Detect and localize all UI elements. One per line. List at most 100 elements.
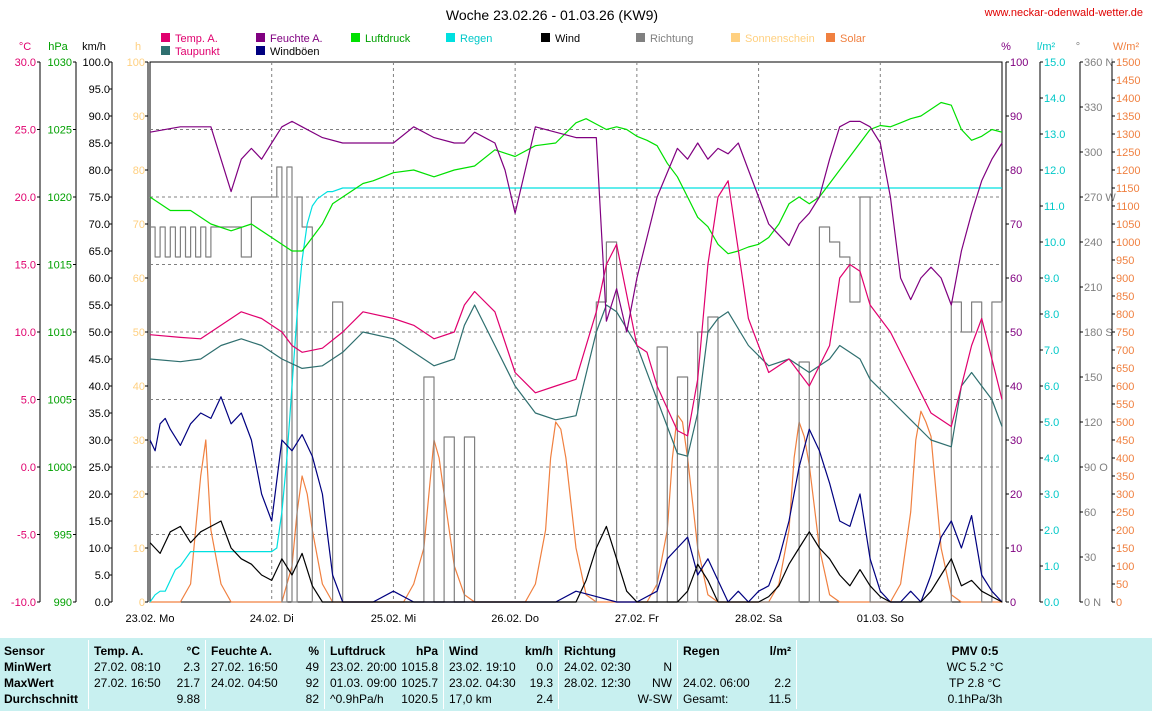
feuchte-max-time: 24.02. 04:50 [211,676,278,690]
legend-label-sonnenschein: Sonnenschein [745,33,815,45]
wind-max-value: 19.3 [529,676,553,690]
legend-swatch-richtung [636,33,645,42]
axis-tick-label-feuchte: 100 [1010,57,1028,69]
stats-header-feuchte: Feuchte A. [211,644,272,658]
luftdruck-min-value: 1015.8 [401,660,438,674]
axis-tick-label-solar: 500 [1116,417,1134,429]
stats-row-max-label: MaxWert [4,676,54,690]
stats-col-temp: Temp. A. °C 27.02. 08:10 2.3 27.02. 16:50 2… [90,638,204,711]
axis-tick-label-luftdruck: 1030 [48,57,72,69]
axis-tick-label-solar: 100 [1116,561,1134,573]
axis-tick-label-wind: 80.0 [89,165,110,177]
feuchte-min-time: 27.02. 16:50 [211,660,278,674]
stats-header-temp: Temp. A. [94,644,144,658]
axis-tick-label-solar: 1500 [1116,57,1140,69]
pmv-line2: TP 2.8 °C [949,676,1001,690]
axis-tick-label-solar: 600 [1116,381,1134,393]
weather-chart: Woche 23.02.26 - 01.03.26 (KW9) www.neck… [11,7,1143,625]
legend-label-taupunkt: Taupunkt [175,46,220,58]
axis-tick-label-regen: 2.0 [1044,525,1059,537]
axis-tick-label-solar: 550 [1116,399,1134,411]
feuchte-max-value: 92 [305,676,319,690]
stats-col-feuchte: Feuchte A.% 27.02. 16:50 49 24.02. 04:50 9… [207,638,323,711]
axis-tick-label-solar: 1250 [1116,147,1140,159]
legend-swatch-luftdruck [351,33,360,42]
feuchte-min-value: 49 [305,660,319,674]
luftdruck-trend: ^0.9hPa/h [330,692,384,706]
axis-tick-label-sonne: 60 [133,273,145,285]
stats-header-temp-unit: °C [186,644,200,658]
legend-label-wind: Wind [555,33,580,45]
axis-tick-label-wind: 40.0 [89,381,110,393]
axis-tick-label-solar: 200 [1116,525,1134,537]
axis-tick-label-solar: 1400 [1116,93,1140,105]
legend-label-feuchte: Feuchte A. [270,33,323,45]
stats-col-richtung: Richtung 24.02. 02:30 N 28.02. 12:30 NW W-… [560,638,676,711]
stats-divider [443,640,444,709]
axis-tick-label-temp: -10.0 [11,597,36,609]
axis-tick-label-temp: 20.0 [15,192,36,204]
axis-tick-label-solar: 1200 [1116,165,1140,177]
axis-tick-label-luftdruck: 1005 [48,395,72,407]
axis-tick-label-solar: 950 [1116,255,1134,267]
luftdruck-min-time: 23.02. 20:00 [330,660,397,674]
richtung-avg-value: W-SW [637,692,672,706]
series-wind-line [149,520,1003,603]
axis-tick-label-feuchte: 20 [1010,489,1022,501]
axis-tick-label-sonne: 40 [133,381,145,393]
stats-divider [558,640,559,709]
axis-tick-label-solar: 900 [1116,273,1134,285]
axis-tick-label-wind: 20.0 [89,489,110,501]
axis-unit-temp: °C [19,41,31,53]
stats-header-regen-unit: l/m² [769,644,791,658]
stats-divider [796,640,797,709]
legend-swatch-windboeen [256,46,265,55]
axis-tick-label-temp: 15.0 [15,260,36,272]
axis-tick-label-wind: 35.0 [89,408,110,420]
website-link[interactable]: www.neckar-odenwald-wetter.de [984,7,1143,19]
grid-layer [149,61,1003,603]
stats-panel: Sensor MinWert MaxWert Durchschnitt Temp… [0,638,1152,711]
axis-tick-label-regen: 15.0 [1044,57,1065,69]
axis-tick-label-luftdruck: 1025 [48,125,72,137]
legend-swatch-wind [541,33,550,42]
legend-label-windboeen: Windböen [270,46,320,58]
axis-unit-regen: l/m² [1037,41,1056,53]
axis-tick-label-sonne: 0 [139,597,145,609]
stats-header-feuchte-unit: % [308,644,319,658]
axis-tick-label-solar: 1450 [1116,75,1140,87]
axis-tick-label-solar: 300 [1116,489,1134,501]
axis-tick-label-regen: 9.0 [1044,273,1059,285]
axis-tick-label-richtung: 150 [1084,372,1102,384]
axis-tick-label-richtung: 210 [1084,282,1102,294]
axis-tick-label-regen: 13.0 [1044,129,1065,141]
axis-tick-label-solar: 1050 [1116,219,1140,231]
axis-tick-label-solar: 800 [1116,309,1134,321]
stats-row-avg-label: Durchschnitt [4,692,79,706]
axis-tick-label-feuchte: 70 [1010,219,1022,231]
axis-tick-label-luftdruck: 995 [54,530,72,542]
axis-tick-label-luftdruck: 1010 [48,327,72,339]
axis-tick-label-wind: 55.0 [89,300,110,312]
stats-col-regen: Regen l/m² 24.02. 06:00 2.2 Gesamt: 11.5 [679,638,795,711]
axis-tick-label-sonne: 30 [133,435,145,447]
stats-divider [88,640,89,709]
richtung-max-value: NW [652,676,672,690]
legend-label-luftdruck: Luftdruck [365,33,411,45]
stats-col-sensor: Sensor MinWert MaxWert Durchschnitt [0,638,88,711]
stats-divider [205,640,206,709]
axis-tick-label-regen: 1.0 [1044,561,1059,573]
stats-col-pmv: PMV 0:5 WC 5.2 °C TP 2.8 °C 0.1hPa/3h [798,638,1152,711]
axis-tick-label-feuchte: 90 [1010,111,1022,123]
x-tick-label: 24.02. Di [250,613,294,625]
regen-max-value: 2.2 [774,676,791,690]
axis-tick-label-richtung: 360 N [1084,57,1113,69]
temp-max-time: 27.02. 16:50 [94,676,161,690]
x-tick-label: 25.02. Mi [371,613,416,625]
axis-tick-label-solar: 150 [1116,543,1134,555]
axis-tick-label-regen: 14.0 [1044,93,1065,105]
stats-header-luftdruck-unit: hPa [415,644,438,658]
axis-tick-label-solar: 400 [1116,453,1134,465]
axis-unit-solar: W/m² [1113,41,1140,53]
regen-max-time: 24.02. 06:00 [683,676,750,690]
